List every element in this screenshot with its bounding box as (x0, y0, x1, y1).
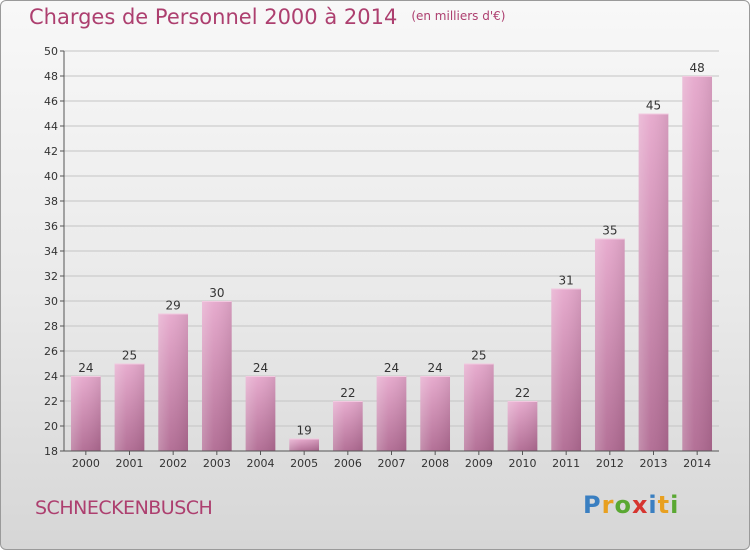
data-label: 24 (78, 361, 93, 375)
y-tick-label: 50 (44, 45, 58, 58)
y-tick-label: 36 (44, 220, 58, 233)
data-label: 45 (646, 99, 661, 113)
data-label: 35 (602, 224, 617, 238)
x-tick-label: 2006 (334, 457, 362, 470)
data-label: 31 (559, 274, 574, 288)
logo-letter: x (631, 491, 649, 519)
x-tick-label: 2007 (378, 457, 406, 470)
y-tick-label: 32 (44, 270, 58, 283)
x-tick-label: 2000 (72, 457, 100, 470)
bar-shine (158, 313, 189, 451)
y-tick-label: 30 (44, 295, 58, 308)
x-tick-label: 2013 (640, 457, 668, 470)
chart-title-text: Charges de Personnel 2000 à 2014 (29, 5, 398, 29)
y-tick-label: 18 (44, 445, 58, 458)
data-label: 24 (253, 361, 268, 375)
x-tick-label: 2009 (465, 457, 493, 470)
data-label: 48 (690, 61, 705, 75)
proxiti-logo: Proxiti (583, 491, 679, 519)
y-tick-label: 38 (44, 195, 58, 208)
y-tick-label: 24 (44, 370, 58, 383)
bar-shine (463, 363, 494, 451)
bar-shine (332, 401, 363, 451)
y-tick-label: 42 (44, 145, 58, 158)
logo-letter: i (670, 491, 680, 519)
chart-subtitle: (en milliers d'€) (411, 9, 506, 23)
y-tick-label: 26 (44, 345, 58, 358)
bar-shine (551, 288, 582, 451)
bar-shine (70, 376, 101, 451)
y-tick-label: 44 (44, 120, 58, 133)
bar-shine (420, 376, 451, 451)
x-tick-label: 2012 (596, 457, 624, 470)
logo-letter: i (648, 491, 658, 519)
y-tick-label: 20 (44, 420, 58, 433)
bar-shine (245, 376, 276, 451)
x-tick-label: 2005 (290, 457, 318, 470)
x-tick-label: 2002 (159, 457, 187, 470)
x-tick-label: 2004 (247, 457, 275, 470)
bar-shine (638, 113, 669, 451)
bar-shine (289, 438, 320, 451)
data-label: 22 (340, 386, 355, 400)
y-tick-label: 28 (44, 320, 58, 333)
x-tick-label: 2014 (683, 457, 711, 470)
data-label: 24 (384, 361, 399, 375)
data-label: 22 (515, 386, 530, 400)
x-tick-label: 2001 (116, 457, 144, 470)
x-tick-label: 2003 (203, 457, 231, 470)
x-tick-label: 2011 (552, 457, 580, 470)
data-label: 24 (428, 361, 443, 375)
logo-letter: P (583, 491, 602, 519)
y-tick-label: 46 (44, 95, 58, 108)
bar-shine (201, 301, 232, 451)
y-tick-label: 48 (44, 70, 58, 83)
bar-shine (682, 76, 713, 451)
logo-letter: t (657, 491, 671, 519)
data-label: 29 (166, 299, 181, 313)
x-tick-label: 2010 (509, 457, 537, 470)
chart-title: Charges de Personnel 2000 à 2014 (en mill… (29, 5, 505, 29)
data-label: 30 (209, 286, 224, 300)
logo-letter: o (614, 491, 632, 519)
bar-shine (376, 376, 407, 451)
bar-shine (114, 363, 145, 451)
y-tick-label: 40 (44, 170, 58, 183)
data-label: 25 (471, 349, 486, 363)
data-label: 25 (122, 349, 137, 363)
y-tick-label: 22 (44, 395, 58, 408)
data-label: 19 (297, 424, 312, 438)
bar-shine (507, 401, 538, 451)
commune-name: SCHNECKENBUSCH (35, 497, 213, 519)
bar-shine (594, 238, 625, 451)
x-tick-label: 2008 (421, 457, 449, 470)
logo-letter: r (601, 491, 615, 519)
y-tick-label: 34 (44, 245, 58, 258)
